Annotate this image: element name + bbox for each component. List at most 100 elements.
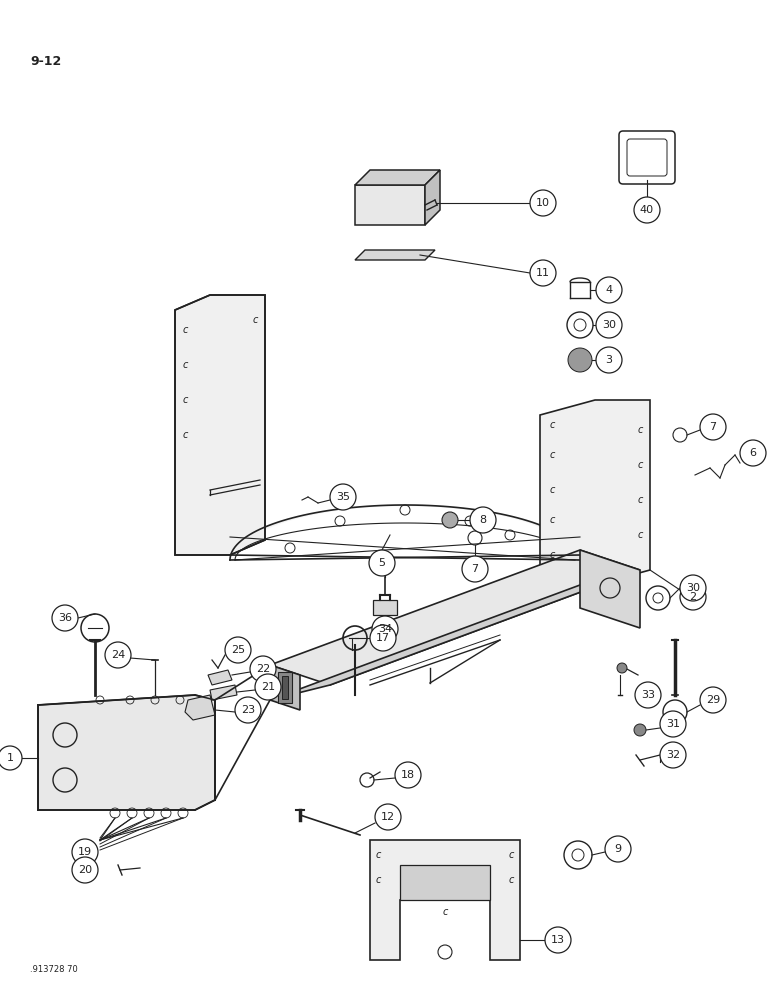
- Circle shape: [530, 260, 556, 286]
- Text: 24: 24: [111, 650, 125, 660]
- Text: 7: 7: [471, 564, 479, 574]
- Circle shape: [700, 687, 726, 713]
- Circle shape: [105, 642, 131, 668]
- Text: 25: 25: [231, 645, 245, 655]
- Text: 8: 8: [480, 515, 487, 525]
- Text: c: c: [549, 485, 555, 495]
- Circle shape: [255, 674, 281, 700]
- Circle shape: [740, 440, 766, 466]
- Circle shape: [72, 839, 98, 865]
- Polygon shape: [210, 685, 237, 700]
- Circle shape: [545, 927, 571, 953]
- Text: 35: 35: [336, 492, 350, 502]
- Text: c: c: [509, 875, 514, 885]
- Polygon shape: [282, 676, 288, 699]
- Text: 22: 22: [256, 664, 270, 674]
- Text: 13: 13: [551, 935, 565, 945]
- Text: 30: 30: [686, 583, 700, 593]
- Polygon shape: [270, 550, 640, 685]
- Circle shape: [634, 724, 646, 736]
- Text: 7: 7: [710, 422, 717, 432]
- Text: c: c: [637, 425, 643, 435]
- Circle shape: [235, 697, 261, 723]
- Circle shape: [596, 312, 622, 338]
- Text: 23: 23: [241, 705, 255, 715]
- Circle shape: [250, 656, 276, 682]
- Circle shape: [605, 836, 631, 862]
- Circle shape: [462, 556, 488, 582]
- Circle shape: [596, 277, 622, 303]
- Text: 29: 29: [706, 695, 720, 705]
- Circle shape: [700, 414, 726, 440]
- Text: c: c: [509, 850, 514, 860]
- Text: c: c: [637, 530, 643, 540]
- Text: c: c: [183, 325, 188, 335]
- Circle shape: [530, 190, 556, 216]
- Text: c: c: [442, 907, 448, 917]
- Text: 11: 11: [536, 268, 550, 278]
- Text: c: c: [252, 315, 257, 325]
- Text: c: c: [549, 420, 555, 430]
- Text: 12: 12: [381, 812, 395, 822]
- Text: 6: 6: [750, 448, 757, 458]
- Polygon shape: [270, 570, 640, 700]
- Text: 19: 19: [78, 847, 92, 857]
- Text: 30: 30: [602, 320, 616, 330]
- Polygon shape: [175, 295, 265, 555]
- Circle shape: [660, 711, 686, 737]
- Text: 34: 34: [378, 624, 392, 634]
- Text: 31: 31: [666, 719, 680, 729]
- Polygon shape: [355, 250, 435, 260]
- Polygon shape: [540, 400, 650, 585]
- Circle shape: [330, 484, 356, 510]
- Circle shape: [442, 512, 458, 528]
- Circle shape: [369, 550, 395, 576]
- Text: 32: 32: [666, 750, 680, 760]
- Text: 33: 33: [641, 690, 655, 700]
- Circle shape: [470, 507, 496, 533]
- Polygon shape: [185, 695, 215, 720]
- Text: 21: 21: [261, 682, 275, 692]
- Circle shape: [680, 584, 706, 610]
- Text: c: c: [183, 360, 188, 370]
- Circle shape: [395, 762, 421, 788]
- Circle shape: [635, 682, 661, 708]
- Text: 1: 1: [6, 753, 13, 763]
- Polygon shape: [370, 840, 520, 960]
- Text: 5: 5: [378, 558, 385, 568]
- Polygon shape: [425, 170, 440, 225]
- Circle shape: [660, 742, 686, 768]
- Circle shape: [52, 605, 78, 631]
- Text: c: c: [549, 515, 555, 525]
- Circle shape: [617, 663, 627, 673]
- Text: 3: 3: [605, 355, 612, 365]
- Circle shape: [568, 348, 592, 372]
- Circle shape: [370, 625, 396, 651]
- Circle shape: [372, 616, 398, 642]
- Circle shape: [596, 347, 622, 373]
- Circle shape: [225, 637, 251, 663]
- Text: 18: 18: [401, 770, 415, 780]
- Text: c: c: [549, 450, 555, 460]
- Text: 40: 40: [640, 205, 654, 215]
- Text: c: c: [637, 495, 643, 505]
- Circle shape: [72, 857, 98, 883]
- Polygon shape: [270, 665, 300, 710]
- Text: c: c: [375, 875, 381, 885]
- Text: .913728 70: .913728 70: [30, 965, 78, 974]
- Text: 36: 36: [58, 613, 72, 623]
- Text: c: c: [183, 395, 188, 405]
- Polygon shape: [580, 550, 640, 628]
- Text: 9: 9: [615, 844, 622, 854]
- Text: 17: 17: [376, 633, 390, 643]
- Polygon shape: [355, 170, 440, 185]
- Polygon shape: [208, 670, 232, 685]
- Text: 4: 4: [605, 285, 612, 295]
- Text: 2: 2: [690, 592, 697, 602]
- Circle shape: [0, 746, 22, 770]
- Polygon shape: [355, 185, 425, 225]
- Text: c: c: [637, 460, 643, 470]
- Text: 9-12: 9-12: [30, 55, 62, 68]
- Circle shape: [375, 804, 401, 830]
- Text: 10: 10: [536, 198, 550, 208]
